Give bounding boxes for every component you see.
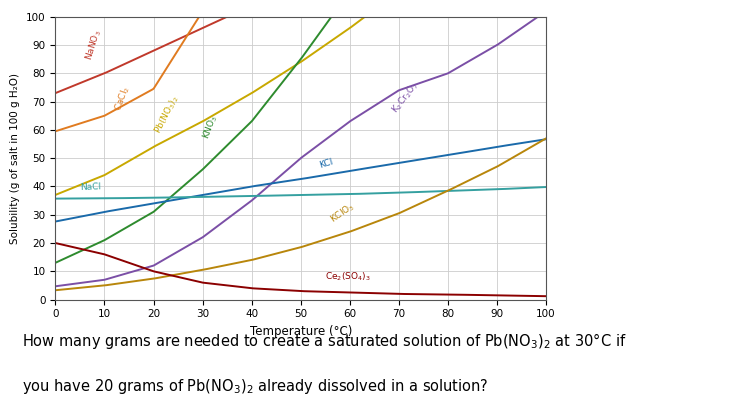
- Y-axis label: Solubility (g of salt in 100 g H₂O): Solubility (g of salt in 100 g H₂O): [10, 72, 21, 244]
- Text: you have 20 grams of Pb(NO$_3$)$_2$ already dissolved in a solution?: you have 20 grams of Pb(NO$_3$)$_2$ alre…: [22, 377, 489, 396]
- Text: KCl: KCl: [318, 157, 334, 169]
- Text: KClO$_3$: KClO$_3$: [328, 200, 357, 226]
- Text: CaCl$_2$: CaCl$_2$: [112, 84, 133, 113]
- Text: NaCl: NaCl: [80, 182, 101, 192]
- X-axis label: Temperature (°C): Temperature (°C): [249, 325, 352, 338]
- Text: Pb(NO$_3$)$_2$: Pb(NO$_3$)$_2$: [152, 93, 182, 136]
- Text: KNO$_3$: KNO$_3$: [201, 113, 221, 141]
- Text: K$_2$Cr$_2$O$_7$: K$_2$Cr$_2$O$_7$: [389, 79, 422, 116]
- Text: How many grams are needed to create a saturated solution of Pb(NO$_3$)$_2$ at 30: How many grams are needed to create a sa…: [22, 331, 627, 351]
- Text: NaNO$_3$: NaNO$_3$: [83, 28, 104, 62]
- Text: Ce$_2$(SO$_4$)$_3$: Ce$_2$(SO$_4$)$_3$: [325, 270, 371, 283]
